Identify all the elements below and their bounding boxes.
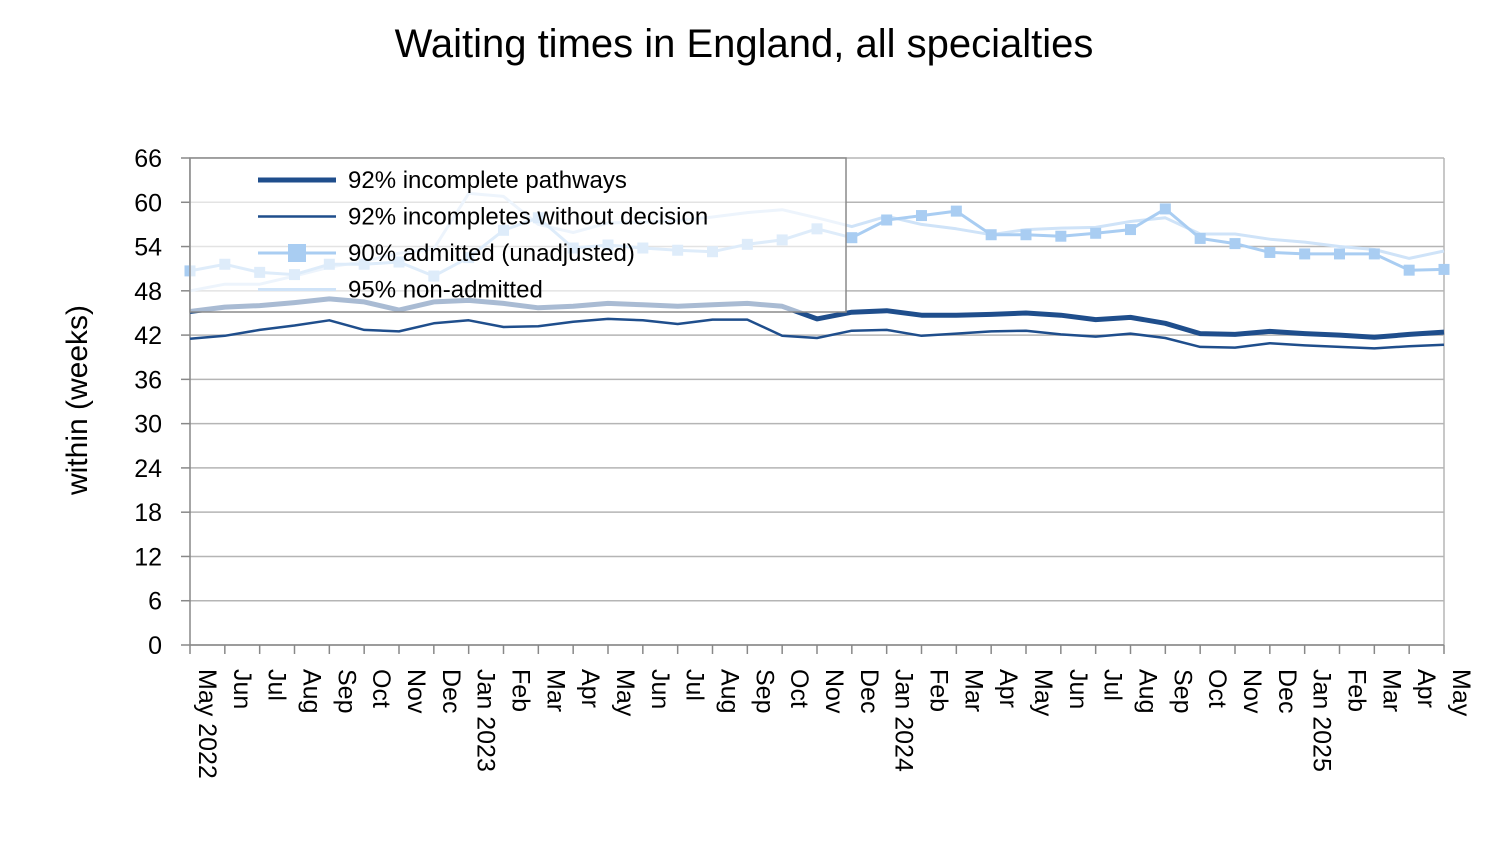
x-tick-label: Jun: [646, 669, 674, 709]
data-point: [1229, 238, 1241, 250]
x-tick-label: Aug: [1134, 669, 1162, 713]
legend-marker: [288, 244, 306, 262]
data-point: [916, 210, 927, 222]
legend-label: 90% admitted (unadjusted): [348, 240, 635, 267]
y-tick-label: 48: [134, 278, 162, 306]
data-point: [1299, 248, 1311, 260]
y-tick-label: 60: [134, 189, 162, 217]
legend-label: 92% incompletes without decision: [348, 204, 708, 231]
x-tick-label: Jul: [263, 669, 291, 701]
x-tick-label: Jun: [228, 669, 256, 709]
data-point: [1403, 264, 1415, 276]
x-tick-label: Oct: [785, 669, 813, 708]
x-tick-label: Mar: [1377, 669, 1405, 712]
data-point: [881, 214, 893, 226]
x-tick-label: Apr: [576, 669, 604, 708]
x-tick-label: Feb: [507, 669, 535, 712]
x-tick-label: Feb: [925, 669, 953, 712]
y-tick-label: 6: [148, 588, 162, 616]
x-tick-label: Nov: [1238, 669, 1266, 714]
data-point: [1159, 203, 1171, 215]
x-tick-label: Sep: [1168, 669, 1196, 713]
x-tick-label: Dec: [1273, 669, 1301, 713]
series-line: [189, 317, 1445, 350]
x-tick-label: Aug: [716, 669, 744, 713]
x-tick-label: Nov: [820, 669, 848, 714]
x-axis-ticks: May 2022 Jun Jul Aug Sep Oct Nov Dec Jan 2023 Feb…: [189, 645, 1475, 779]
legend: 92% incomplete pathways 92% incompletes w…: [189, 157, 847, 313]
x-tick-label: Aug: [298, 669, 326, 713]
x-tick-label: Jan 2025: [1308, 669, 1336, 772]
data-point: [1055, 230, 1067, 242]
x-tick-label: May: [611, 669, 639, 717]
data-point: [846, 232, 858, 244]
data-point: [1334, 248, 1345, 260]
chart-title: Waiting times in England, all specialtie…: [394, 22, 1094, 66]
x-tick-label: May: [1447, 669, 1475, 717]
x-tick-label: Jan 2024: [890, 669, 918, 772]
legend-label: 92% incomplete pathways: [348, 167, 627, 194]
x-tick-label: Sep: [750, 669, 778, 713]
y-tick-label: 54: [134, 234, 162, 262]
legend-box: [189, 157, 847, 313]
y-tick-label: 30: [134, 411, 162, 439]
y-tick-label: 18: [134, 499, 162, 527]
data-point: [985, 229, 997, 241]
legend-label: 95% non-admitted: [348, 277, 543, 304]
x-tick-label: Feb: [1343, 669, 1371, 712]
data-point: [1020, 229, 1032, 241]
y-tick-label: 12: [134, 543, 162, 571]
x-tick-label: Mar: [541, 669, 569, 712]
data-point: [1090, 227, 1102, 239]
data-point: [1264, 246, 1276, 258]
x-tick-label: Mar: [959, 669, 987, 712]
y-tick-label: 36: [134, 366, 162, 394]
x-tick-label: Apr: [994, 669, 1022, 708]
x-tick-label: Apr: [1412, 669, 1440, 708]
x-tick-label: Jul: [1099, 669, 1127, 701]
x-tick-label: Oct: [1203, 669, 1231, 708]
x-tick-label: Dec: [855, 669, 883, 713]
x-tick-label: Jun: [1064, 669, 1092, 709]
x-tick-label: Oct: [367, 669, 395, 708]
y-tick-label: 24: [134, 455, 162, 483]
data-point: [1194, 232, 1206, 244]
x-tick-label: Nov: [402, 669, 430, 714]
data-point: [1368, 248, 1380, 260]
x-tick-label: May: [1029, 669, 1057, 717]
y-tick-label: 66: [134, 145, 162, 173]
x-tick-label: Jul: [681, 669, 709, 701]
y-tick-label: 0: [148, 632, 162, 660]
y-axis-label: within (weeks): [61, 305, 94, 496]
y-axis-ticks: 0 6 12 18 24 30 36 42 48 54 60 66: [134, 145, 190, 660]
x-tick-label: Sep: [332, 669, 360, 713]
data-point: [950, 205, 962, 217]
data-point: [1438, 263, 1450, 275]
x-tick-label: Jan 2023: [472, 669, 500, 772]
y-tick-label: 42: [134, 322, 162, 350]
data-point: [1125, 224, 1136, 236]
x-tick-label: May 2022: [193, 669, 221, 779]
x-tick-label: Dec: [437, 669, 465, 713]
